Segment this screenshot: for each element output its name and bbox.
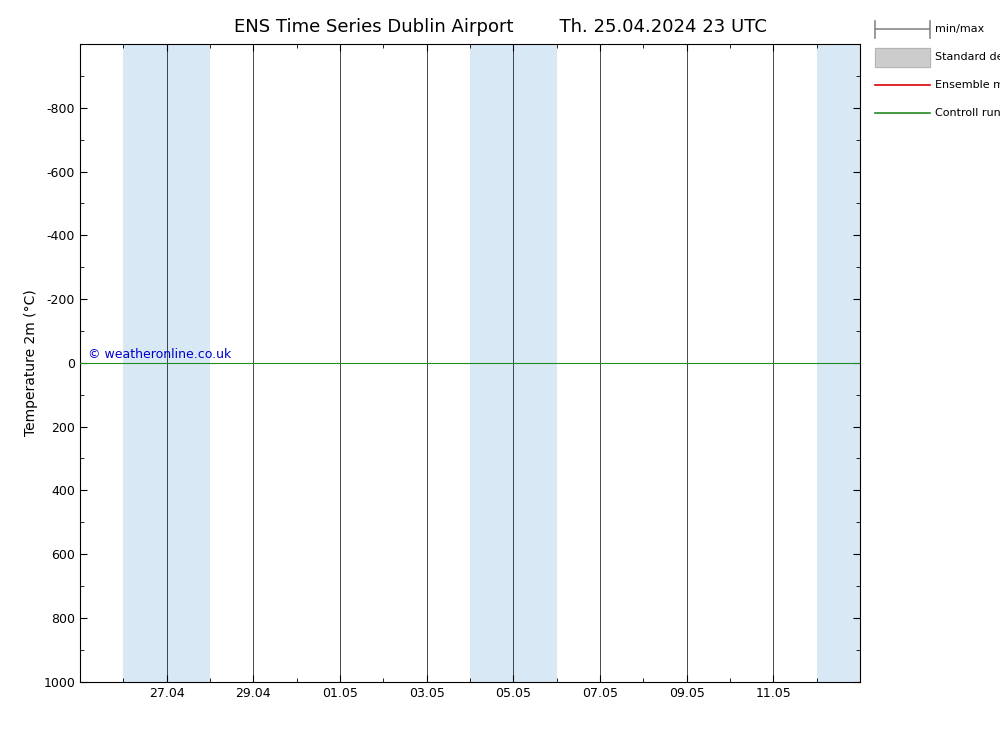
- Text: ENS Time Series Dublin Airport        Th. 25.04.2024 23 UTC: ENS Time Series Dublin Airport Th. 25.04…: [234, 18, 766, 37]
- Text: Controll run: Controll run: [935, 108, 1000, 118]
- Text: Ensemble mean run: Ensemble mean run: [935, 80, 1000, 90]
- Y-axis label: Temperature 2m (°C): Temperature 2m (°C): [24, 290, 38, 436]
- Text: Standard deviation: Standard deviation: [935, 52, 1000, 62]
- Bar: [817, 44, 860, 682]
- Text: min/max: min/max: [935, 24, 984, 34]
- Bar: [123, 44, 210, 682]
- Bar: [470, 44, 557, 682]
- Text: © weatheronline.co.uk: © weatheronline.co.uk: [88, 348, 231, 361]
